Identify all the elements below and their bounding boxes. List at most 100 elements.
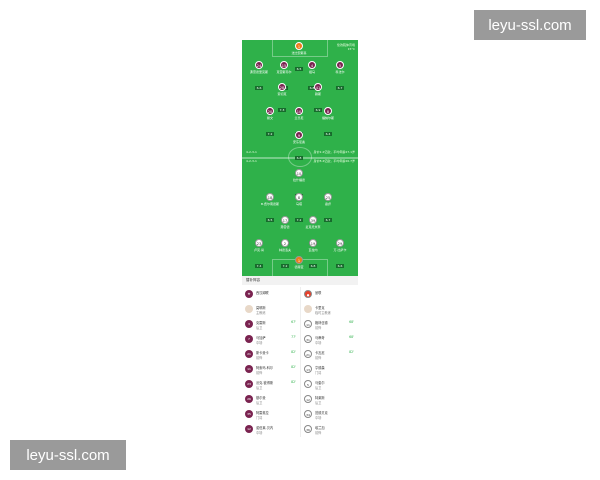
jersey-number: 36 [304,425,312,433]
player-marker[interactable]: 8 马塔 7.2 [284,193,314,225]
jersey-number: 1 [295,256,303,264]
away-stats: 身价8.4亿欧，平均年龄26.7岁 [313,159,355,163]
jersey-number: 11 [245,365,253,373]
sub-on-time: 82' [291,365,296,369]
jersey-number: 8 [295,193,303,201]
bench-player[interactable]: 21 卡瓦尼 前锋 82' [301,347,358,362]
bench-player[interactable]: 13 亨德森 门将 [301,362,358,377]
player-name: 瓦拉内 [308,248,318,252]
player-name: 科法尔 [335,70,345,74]
player-marker[interactable]: 23 卢克·肖 7.4 [244,239,274,271]
bench-player[interactable]: 11 阿索玛-科尔 前锋 82' [242,362,300,377]
player-rating: 7.4 [254,264,264,268]
player-name: 桑乔 [324,202,331,206]
player-marker[interactable]: 5 科法尔 6.7 [325,61,355,93]
match-info: 伦敦碗体育场 15°C [336,43,355,51]
player-marker[interactable]: 18 B.费尔南德斯 6.5 [255,193,285,225]
pitch: 伦敦碗体育场 15°C 4-2-3-1 身价2.2亿欧，平均年龄27.1岁 4-2… [242,40,358,285]
bench-player[interactable]: 5 马奎尔 后卫 [301,377,358,392]
player-marker[interactable]: 1 法比安斯基 6.5 [284,42,314,74]
player-rating: 6.8 [294,156,304,160]
jersey-number: 15 [280,61,288,69]
player-name: 拉什福德 [292,178,305,182]
player-rating: 7.3 [277,108,287,112]
player-marker[interactable]: 8 福纳尔斯 6.4 [313,107,343,139]
player-marker[interactable]: 25 桑乔 6.7 [313,193,343,225]
jersey-number: 4 [308,61,316,69]
player-position: 门将 [315,371,322,375]
jersey-number: 31 [304,335,312,343]
player-name: 弗雷德 [280,225,290,229]
player-name: 沃克-彼得斯 [256,381,274,385]
player-name: 法比安斯基 [291,51,307,55]
player-name: 马塔 [295,202,302,206]
player-name: 兰齐尼 [294,116,304,120]
watermark: leyu-ssl.com [10,440,126,470]
bench-player[interactable]: 12 诺伯莱-贝内 中场 [242,422,300,437]
jersey-number: 41 [314,83,322,91]
player-marker[interactable]: 2 林德洛夫 7.2 [270,239,300,271]
sub-on-time: 67' [291,320,296,324]
jersey-number: 18 [266,193,274,201]
bench-player[interactable]: 31 马蒂奇 中场 68' [301,332,358,347]
player-name: 克雷斯韦尔 [276,70,292,74]
player-name: 马蒂奇 [315,336,325,340]
player-position: 中场 [256,341,263,345]
player-name: 特莱斯 [315,396,325,400]
bench-player[interactable]: 23 沃克-彼得斯 后卫 82' [242,377,300,392]
player-rating: 6.8 [308,264,318,268]
player-position: 后卫 [315,386,322,390]
jersey-number: 12 [304,395,312,403]
player-rating: 6.7 [323,218,333,222]
player-position: 前锋 [256,356,263,360]
home-stats: 身价2.2亿欧，平均年龄27.1岁 [313,150,355,154]
watermark: leyu-ssl.com [474,10,586,40]
west-ham-crest-icon: ⚒ [245,290,253,298]
jersey-number: 29 [336,239,344,247]
player-name: 马加萨 [256,336,266,340]
player-marker[interactable]: 24 弗雷德里克斯 6.6 [244,61,274,93]
player-marker[interactable]: 9 安东尼奥 6.8 [284,131,314,163]
bench-player[interactable]: 34 范德贝克 中场 [301,407,358,422]
player-marker[interactable]: 28 索切克 7.3 [267,83,297,115]
player-name: 索切克 [277,92,287,96]
player-marker[interactable]: 19 瓦拉内 6.8 [298,239,328,271]
jersey-number: 20 [266,107,274,115]
player-marker[interactable]: 41 赖斯 6.9 [303,83,333,115]
jersey-number: 25 [324,193,332,201]
sub-on-time: 82' [349,350,354,354]
player-rating: 6.6 [254,86,264,90]
player-name: 弗雷德里克斯 [249,70,268,74]
jersey-number: 21 [304,350,312,358]
bench-player[interactable]: 3 克雷斯 后卫 67' [242,317,300,332]
jersey-number: 10 [295,107,303,115]
player-marker[interactable]: 29 万-比萨卡 6.6 [325,239,355,271]
jersey-number: 8 [324,107,332,115]
coach-role: 主教练 [256,311,266,315]
coach-avatar [245,305,253,313]
player-rating: 7.2 [265,132,275,136]
bench-player[interactable]: 36 埃兰加 前锋 [301,422,358,437]
bench-player[interactable]: 26 基尔曼 后卫 [242,392,300,407]
player-position: 中场 [256,431,263,435]
player-position: 后卫 [256,386,263,390]
player-name: 斯卡曼卡 [256,351,269,355]
bench-player[interactable]: 11 格林伍德 前锋 68' [301,317,358,332]
player-position: 后卫 [256,401,263,405]
bench-player[interactable]: 35 阿雷奥拉 门将 [242,407,300,422]
player-marker[interactable]: 4 祖马 6.8 [297,61,327,93]
sub-on-time: 68' [349,335,354,339]
coach-name: 卡里克 [315,306,325,310]
player-marker[interactable]: 20 鲍文 7.2 [255,107,285,139]
bench-player[interactable]: 7 马加萨 中场 77' [242,332,300,347]
home-formation: 4-2-3-1 [246,150,257,154]
player-name: 祖马 [308,70,315,74]
player-name: 德赫亚 [294,265,304,269]
player-name: 卡瓦尼 [315,351,325,355]
sub-on-time: 68' [349,320,354,324]
player-name: 范德贝克 [315,411,328,415]
player-name: 埃兰加 [315,426,325,430]
player-name: B.费尔南德斯 [260,202,279,206]
bench-player[interactable]: 12 特莱斯 后卫 [301,392,358,407]
bench-player[interactable]: 21 斯卡曼卡 前锋 82' [242,347,300,362]
